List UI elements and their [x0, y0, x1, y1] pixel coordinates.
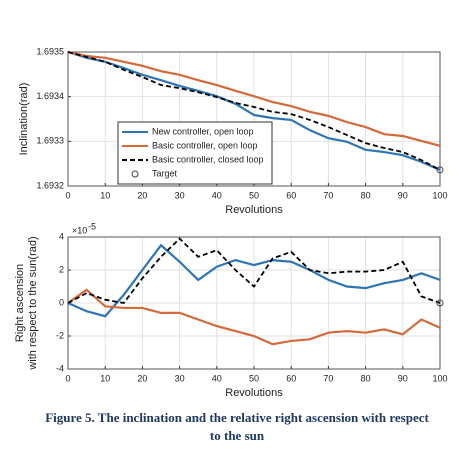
y-tick-label: -4	[56, 363, 64, 373]
legend-label: Basic controller, closed loop	[152, 154, 264, 164]
target-marker	[436, 299, 444, 307]
x-tick-label: 0	[65, 373, 70, 383]
x-axis-label: Revolutions	[225, 387, 283, 399]
series-line	[67, 50, 441, 147]
y-axis-label: Inclination(rad)	[18, 83, 30, 156]
y-exponent-base: ×10	[72, 225, 87, 235]
y-axis-label: with respect to the sun(rad)	[27, 236, 39, 370]
series-line	[67, 50, 441, 171]
legend-label: Target	[152, 168, 178, 178]
legend-label: Basic controller, open loop	[152, 140, 258, 150]
legend-label: New controller, open loop	[152, 126, 254, 136]
legend-swatch	[131, 170, 139, 178]
x-tick-label: 90	[398, 190, 408, 200]
y-tick-label: 1.6935	[36, 46, 64, 56]
x-tick-label: 70	[323, 190, 333, 200]
y-tick-label: 1.6934	[36, 91, 64, 101]
x-tick-label: 40	[212, 373, 222, 383]
x-tick-label: 30	[175, 190, 185, 200]
x-tick-label: 100	[432, 190, 447, 200]
series-line	[67, 237, 441, 304]
y-tick-label: 0	[59, 297, 64, 307]
y-exponent-power: -5	[88, 221, 96, 231]
caption: to the sun	[210, 428, 265, 443]
x-tick-label: 90	[398, 373, 408, 383]
series-line	[67, 243, 441, 318]
y-tick-label: 1.6933	[36, 136, 64, 146]
x-tick-label: 10	[100, 190, 110, 200]
caption: Figure 5. The inclination and the relati…	[45, 410, 429, 425]
x-tick-label: 60	[286, 190, 296, 200]
plot-frame	[67, 51, 441, 187]
x-tick-label: 0	[65, 190, 70, 200]
target-marker	[436, 166, 444, 174]
y-tick-label: 2	[59, 264, 64, 274]
x-tick-label: 40	[212, 190, 222, 200]
x-tick-label: 70	[323, 373, 333, 383]
y-tick-label: -2	[56, 330, 64, 340]
x-tick-label: 10	[100, 373, 110, 383]
x-tick-label: 50	[249, 190, 259, 200]
x-tick-label: 30	[175, 373, 185, 383]
y-tick-label: 1.6932	[36, 180, 64, 190]
x-tick-label: 80	[361, 373, 371, 383]
y-tick-label: 4	[59, 231, 64, 241]
x-tick-label: 60	[286, 373, 296, 383]
x-tick-label: 20	[137, 190, 147, 200]
x-tick-label: 80	[361, 190, 371, 200]
series-line	[67, 288, 441, 346]
series-line	[67, 51, 441, 171]
x-axis-label: Revolutions	[225, 204, 283, 216]
x-tick-label: 20	[137, 373, 147, 383]
x-tick-label: 50	[249, 373, 259, 383]
x-tick-label: 100	[432, 373, 447, 383]
y-axis-label: Right ascension	[14, 264, 26, 342]
